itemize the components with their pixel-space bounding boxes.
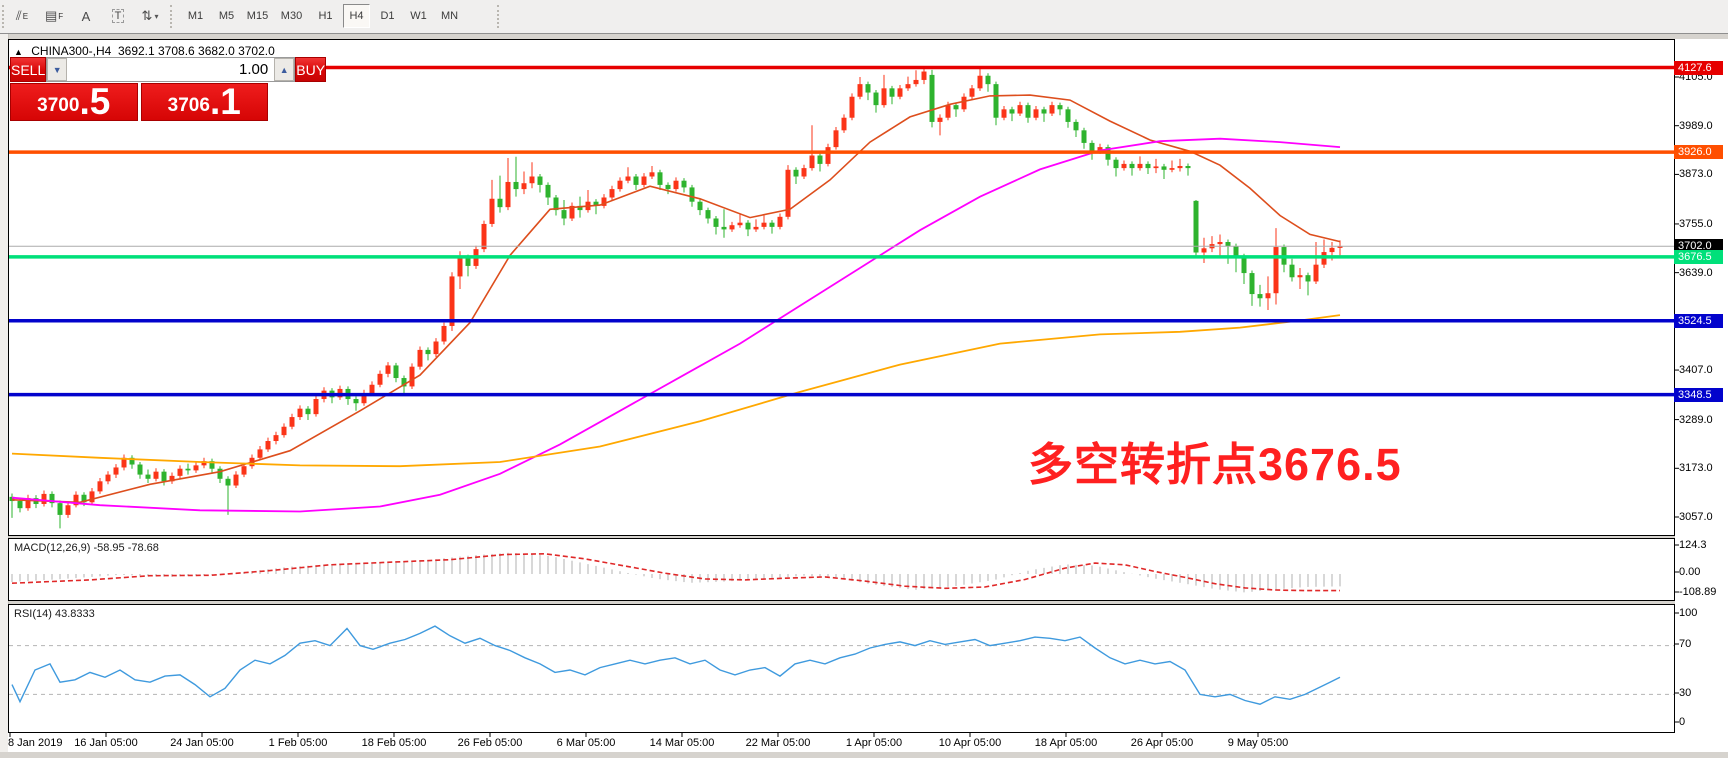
timeframe-mn[interactable]: MN — [440, 10, 459, 22]
sell-price-fraction: .5 — [79, 81, 111, 122]
buy-price-main: 3706 — [167, 95, 210, 116]
timeframe-h1[interactable]: H1 — [318, 10, 333, 22]
volume-increase-button[interactable]: ▲ — [274, 58, 295, 81]
symbol-name: CHINA300-,H4 — [31, 44, 112, 58]
toolbar-grip[interactable] — [170, 5, 177, 28]
macd-tick-label: -108.89 — [1679, 586, 1717, 598]
buy-button[interactable]: BUY — [295, 57, 327, 82]
macd-tick-label: 0.00 — [1679, 566, 1701, 578]
time-tick-label: 10 Apr 05:00 — [938, 737, 1002, 749]
buy-price-tile[interactable]: 3706 .1 — [140, 81, 268, 122]
time-tick-label: 9 May 05:00 — [1227, 737, 1289, 749]
price-badge-3926.0: 3926.0 — [1674, 145, 1723, 160]
price-badge-3524.5: 3524.5 — [1674, 313, 1723, 328]
time-tick-label: 18 Feb 05:00 — [361, 737, 427, 749]
sell-price-main: 3700 — [37, 95, 80, 116]
price-tick-label: 3407.0 — [1679, 364, 1713, 377]
price-badge-3676.5: 3676.5 — [1674, 249, 1723, 264]
toolbar-grip[interactable] — [497, 5, 504, 28]
time-tick-label: 22 Mar 05:00 — [745, 737, 811, 749]
time-tick-label: 24 Jan 05:00 — [170, 737, 234, 749]
fibonacci-tool-icon[interactable]: ▤ F — [45, 8, 64, 23]
sell-price-tile[interactable]: 3700 .5 — [10, 83, 138, 121]
price-tick-label: 3873.0 — [1679, 168, 1713, 181]
time-tick-label: 8 Jan 2019 — [8, 737, 63, 749]
price-tick-label: 3289.0 — [1679, 413, 1713, 426]
dropdown-caret-icon[interactable]: ▾ — [154, 11, 159, 21]
timeframe-d1[interactable]: D1 — [380, 10, 395, 22]
symbol-ohlc: 3692.1 3708.6 3682.0 3702.0 — [117, 44, 275, 58]
price-badge-3702.0: 3702.0 — [1674, 239, 1723, 254]
price-tick-label: 3057.0 — [1679, 511, 1713, 523]
time-axis[interactable] — [8, 733, 1675, 752]
rsi-panel[interactable] — [8, 604, 1675, 733]
volume-input[interactable] — [67, 58, 275, 81]
buy-price-fraction: .1 — [209, 81, 241, 122]
price-tick-label: 3639.0 — [1679, 266, 1713, 279]
channel-tool-icon[interactable]: ⫽ E — [15, 8, 29, 23]
timeframe-m30[interactable]: M30 — [280, 10, 303, 22]
rsi-tick-label: 30 — [1679, 687, 1692, 699]
macd-label: MACD(12,26,9) -58.95 -78.68 — [14, 542, 159, 554]
volume-stepper: ▼ ▲ — [46, 57, 296, 82]
time-tick-label: 1 Apr 05:00 — [845, 737, 903, 749]
arrows-tool-icon[interactable]: ⇅ ▾ — [141, 8, 159, 23]
price-tick-label: 3755.0 — [1679, 217, 1713, 230]
text-label-tool-icon[interactable]: T — [105, 3, 131, 29]
rsi-tick-label: 0 — [1679, 716, 1686, 728]
toolbar: ⫽ E ▤ F A T ⇅ ▾ M1 M5 M15 M30 H1 H4 D1 W1 MN — [0, 0, 1728, 34]
timeframe-m5[interactable]: M5 — [218, 10, 235, 22]
pivot-annotation: 多空转折点3676.5 — [1028, 439, 1402, 490]
volume-decrease-button[interactable]: ▼ — [47, 58, 68, 81]
price-badge-3348.5: 3348.5 — [1674, 387, 1723, 402]
text-tool-icon[interactable]: A — [81, 8, 91, 24]
rsi-tick-label: 100 — [1679, 607, 1698, 619]
sell-button[interactable]: SELL — [10, 57, 47, 82]
time-tick-label: 26 Feb 05:00 — [457, 737, 523, 749]
price-tick-label: 3989.0 — [1679, 119, 1713, 132]
rsi-tick-label: 70 — [1679, 638, 1692, 650]
chart-title: ▲ CHINA300-,H4 3692.1 3708.6 3682.0 3702… — [14, 44, 275, 58]
toolbar-grip[interactable] — [2, 5, 9, 28]
trade-panel-toggle-icon[interactable]: ▲ — [14, 47, 23, 57]
time-tick-label: 16 Jan 05:00 — [74, 737, 138, 749]
timeframe-m15[interactable]: M15 — [246, 10, 269, 22]
time-tick-label: 14 Mar 05:00 — [649, 737, 715, 749]
timeframe-h4[interactable]: H4 — [343, 4, 370, 28]
one-click-trade-panel: SELL ▼ ▲ BUY 3700 .5 3706 .1 — [10, 57, 327, 122]
macd-tick-label: 124.3 — [1679, 539, 1707, 551]
timeframe-w1[interactable]: W1 — [410, 10, 427, 22]
price-tick-label: 3173.0 — [1679, 462, 1713, 475]
rsi-label: RSI(14) 43.8333 — [14, 608, 95, 620]
timeframe-m1[interactable]: M1 — [187, 10, 204, 22]
time-tick-label: 26 Apr 05:00 — [1130, 737, 1194, 749]
time-tick-label: 18 Apr 05:00 — [1034, 737, 1098, 749]
macd-panel[interactable] — [8, 538, 1675, 601]
time-tick-label: 1 Feb 05:00 — [268, 737, 328, 749]
time-tick-label: 6 Mar 05:00 — [556, 737, 616, 749]
price-badge-4127.6: 4127.6 — [1674, 60, 1723, 75]
